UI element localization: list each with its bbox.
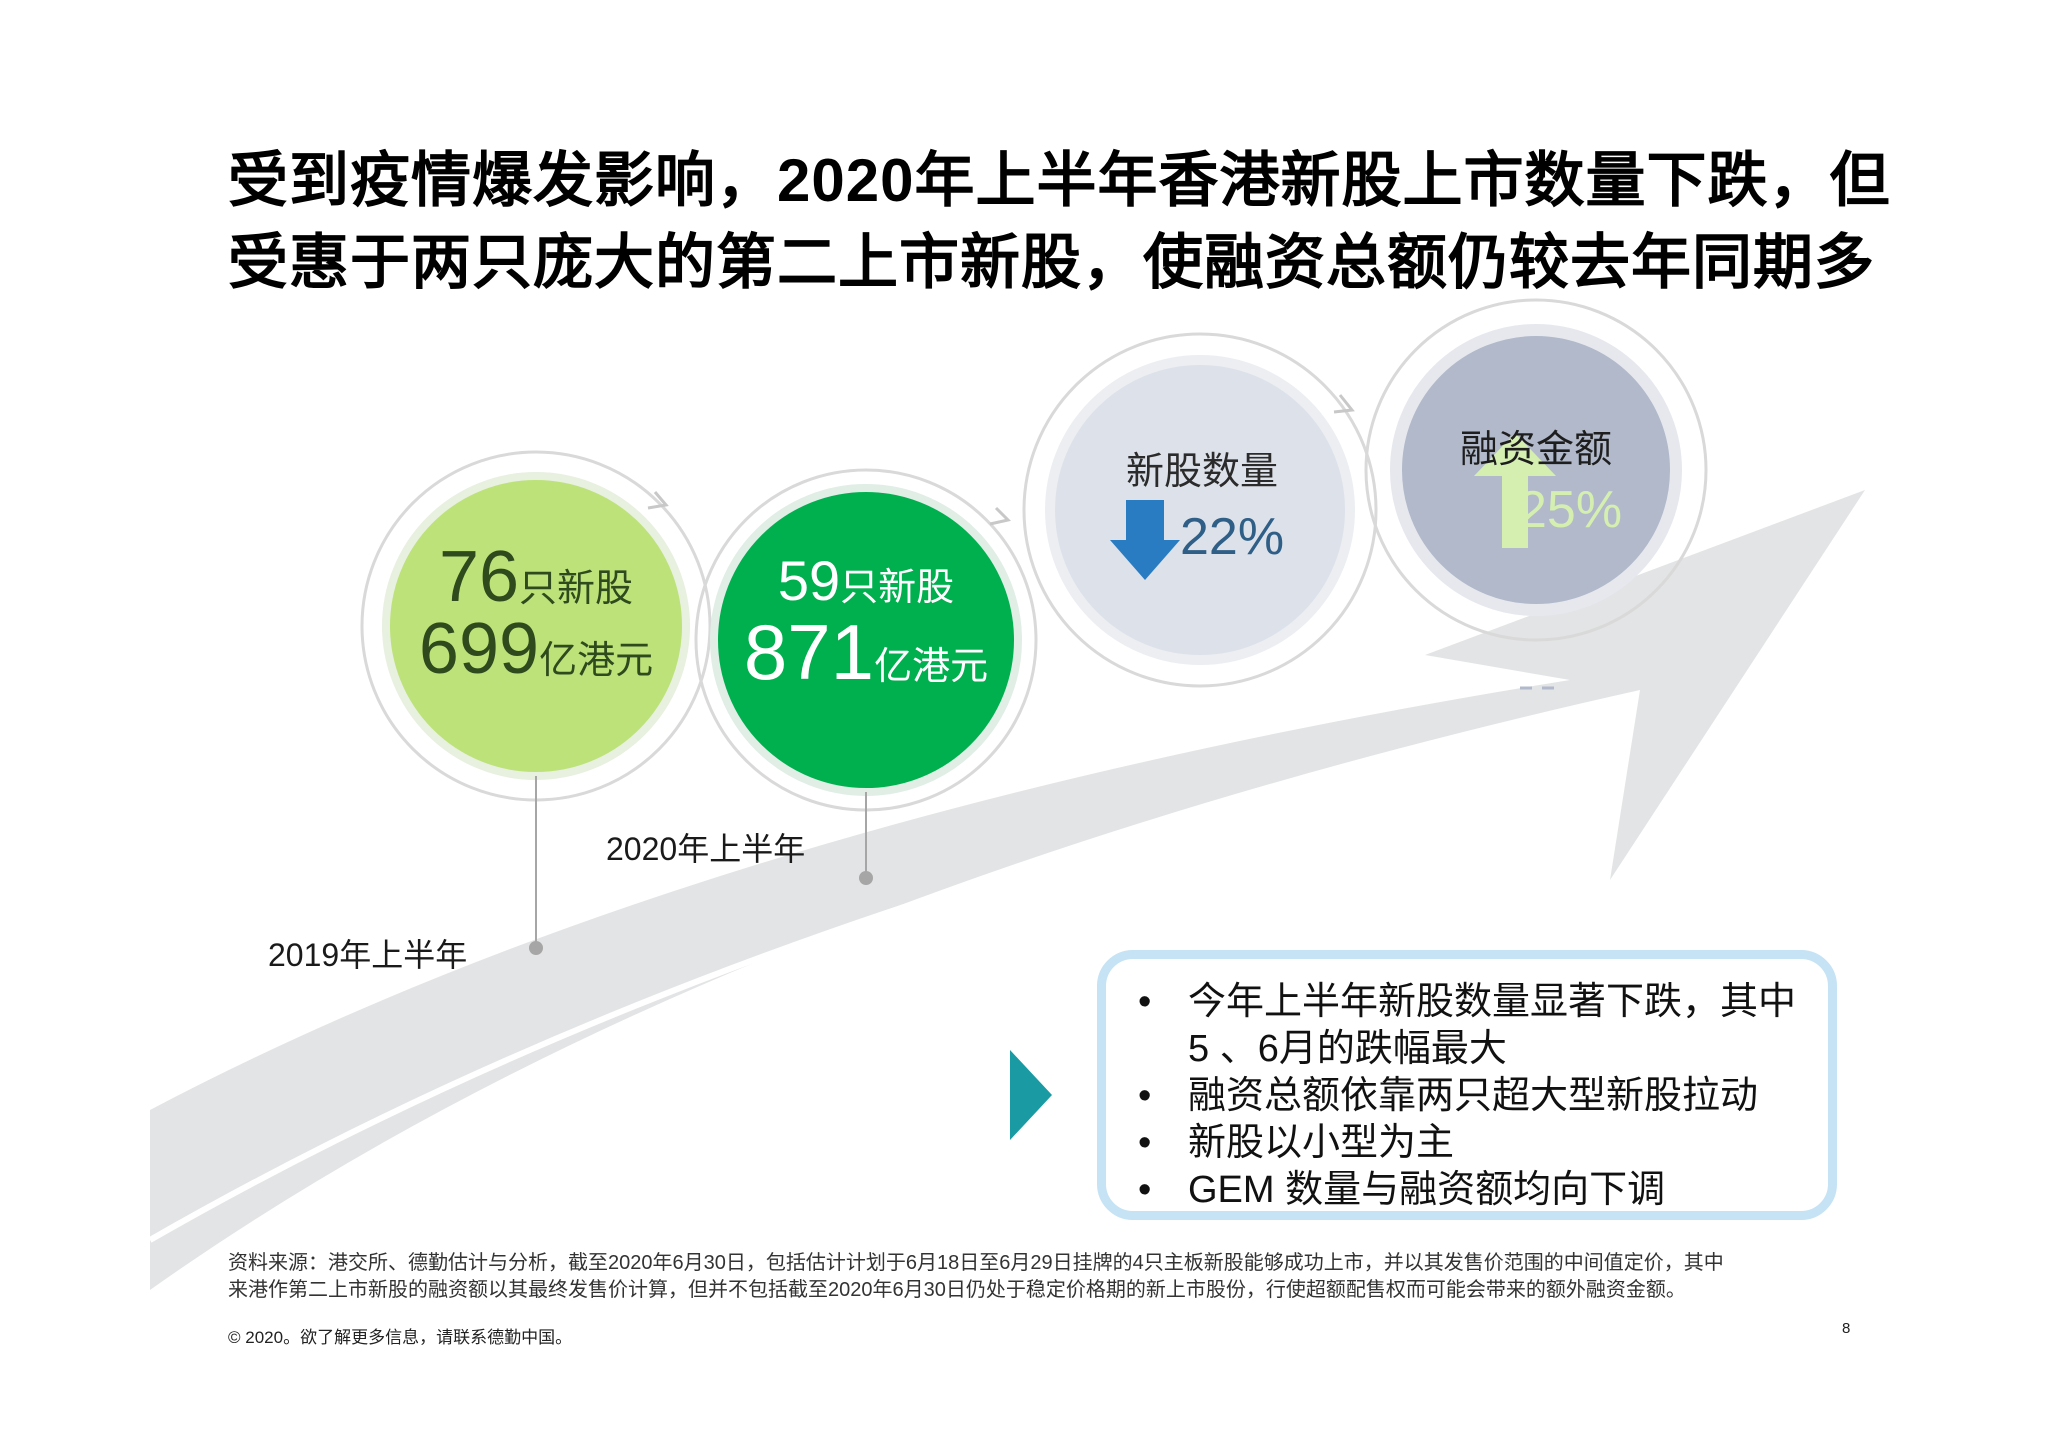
ring-funds-raised (1364, 298, 1708, 642)
amount-unit-2020: 亿港元 (874, 646, 989, 688)
change-ipo-count: 22% (1180, 508, 1285, 566)
down-arrow-icon (1110, 500, 1180, 580)
change-funds-raised: 25% (1518, 481, 1623, 539)
label-2019: 2019年上半年 (268, 937, 468, 973)
source-line-1: 资料来源：港交所、德勤估计与分析，截至2020年6月30日，包括估计计划于6月1… (228, 1252, 1724, 1274)
count-unit-2019: 只新股 (519, 568, 634, 610)
circle-ipo-count (1045, 355, 1355, 665)
bullet-text-1b: 5 、6月的跌幅最大 (1188, 1028, 1507, 1070)
amount-unit-2019: 亿港元 (539, 640, 654, 682)
bullet-item: • GEM 数量与融资额均向下调 (1106, 1167, 1828, 1214)
source-note: 资料来源：港交所、德勤估计与分析，截至2020年6月30日，包括估计计划于6月1… (228, 1250, 1878, 1304)
bullet-dot: • (1138, 981, 1152, 1023)
count-2019: 76 (438, 537, 520, 617)
bullet-text-4: GEM 数量与融资额均向下调 (1188, 1169, 1666, 1211)
bullet-dot: • (1138, 1122, 1152, 1164)
copyright: © 2020。欲了解更多信息，请联系德勤中国。 (228, 1328, 573, 1347)
label-ipo-count: 新股数量 (1125, 451, 1278, 493)
pointer-triangle (1010, 1050, 1052, 1140)
key-points-list: • 今年上半年新股数量显著下跌，其中 5 、6月的跌幅最大 • 融资总额依靠两只… (1106, 959, 1828, 1214)
bullet-item: • 今年上半年新股数量显著下跌，其中 5 、6月的跌幅最大 (1106, 979, 1828, 1073)
key-points-box: • 今年上半年新股数量显著下跌，其中 5 、6月的跌幅最大 • 融资总额依靠两只… (1097, 950, 1837, 1220)
dot-2019 (529, 941, 543, 955)
count-unit-2020: 只新股 (840, 567, 955, 609)
label-funds-raised: 融资金额 (1459, 429, 1612, 471)
arrow-head-2020 (989, 506, 1011, 526)
dot-2020 (859, 871, 873, 885)
bullet-dot: • (1138, 1169, 1152, 1211)
swoosh-line (148, 717, 1621, 1243)
arrow-head-2019 (647, 491, 669, 510)
growth-arrow (150, 490, 1865, 1290)
text-2019: 76只新股 699亿港元 (416, 536, 656, 690)
amount-2019: 699 (418, 609, 540, 689)
source-line-2: 来港作第二上市新股的融资额以其最终发售价计算，但并不包括截至2020年6月30日… (228, 1279, 1686, 1301)
bullet-item: • 新股以小型为主 (1106, 1120, 1828, 1167)
page-number: 8 (1842, 1320, 1851, 1337)
ring-ipo-count (1022, 332, 1378, 688)
label-2020: 2020年上半年 (606, 831, 806, 867)
page-title: 受到疫情爆发影响，2020年上半年香港新股上市数量下跌，但 受惠于两只庞大的第二… (228, 140, 1891, 304)
arrow-head-ipo (1333, 394, 1355, 414)
up-arrow-icon (1474, 433, 1556, 548)
bullet-text-3: 新股以小型为主 (1188, 1122, 1455, 1164)
amount-2020: 871 (743, 608, 875, 696)
bullet-item: • 融资总额依靠两只超大型新股拉动 (1106, 1073, 1828, 1120)
bullet-text-2: 融资总额依靠两只超大型新股拉动 (1188, 1075, 1759, 1117)
count-2020: 59 (777, 549, 841, 612)
text-2020: 59只新股 871亿港元 (738, 548, 994, 698)
bullet-text-1a: 今年上半年新股数量显著下跌，其中 (1188, 981, 1797, 1023)
title-line-2: 受惠于两只庞大的第二上市新股，使融资总额仍较去年同期多 (228, 229, 1875, 296)
title-line-1: 受到疫情爆发影响，2020年上半年香港新股上市数量下跌，但 (228, 147, 1891, 214)
bullet-dot: • (1138, 1075, 1152, 1117)
